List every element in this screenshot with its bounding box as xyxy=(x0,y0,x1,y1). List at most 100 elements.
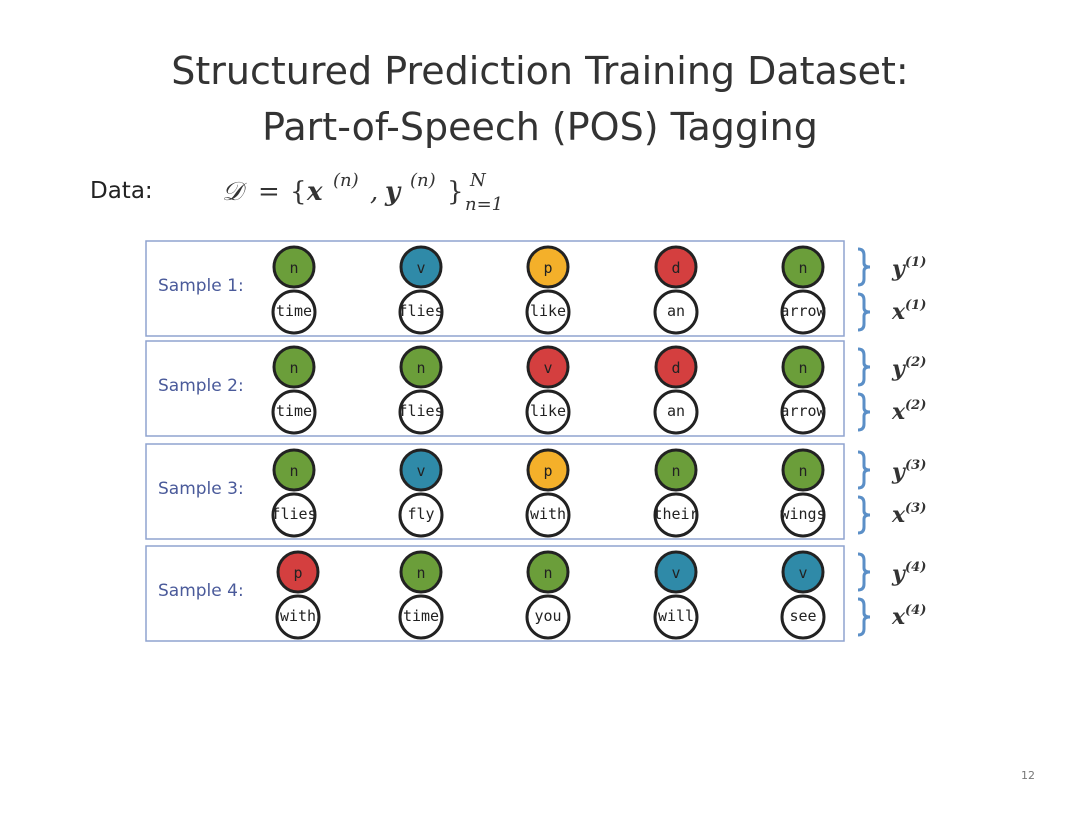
word-label: like xyxy=(530,302,566,320)
brace xyxy=(857,392,871,432)
tag-label: n xyxy=(798,462,807,480)
sample-box xyxy=(145,240,845,337)
brace xyxy=(857,552,871,592)
word-node xyxy=(271,492,317,538)
tag-label: v xyxy=(416,462,425,480)
tag-label: p xyxy=(293,564,302,582)
data-label: Data: xyxy=(90,178,153,204)
tag-node xyxy=(526,550,570,594)
tag-node xyxy=(654,448,698,492)
word-node xyxy=(653,492,699,538)
tag-node xyxy=(276,550,320,594)
tag-node xyxy=(781,345,825,389)
x-label: x xyxy=(891,604,906,630)
tag-node xyxy=(399,550,443,594)
page-number: 12 xyxy=(1021,769,1035,782)
word-label: like xyxy=(530,402,566,420)
tag-node xyxy=(272,245,316,289)
sample-label: Sample 4: xyxy=(158,581,244,601)
y-sup: (2) xyxy=(905,355,926,370)
tag-label: v xyxy=(416,259,425,277)
tag-node xyxy=(654,550,698,594)
word-node xyxy=(780,389,826,435)
x-label: x xyxy=(891,299,906,325)
word-node xyxy=(525,389,571,435)
y-sup: (1) xyxy=(905,255,926,270)
formula-part: N xyxy=(469,170,487,191)
y-sup: (3) xyxy=(905,458,926,473)
y-label: y xyxy=(891,256,907,282)
word-node xyxy=(525,492,571,538)
formula: 𝒟 = { x (n) , y (n) } N n=1 xyxy=(222,170,503,215)
tag-node xyxy=(654,345,698,389)
word-node xyxy=(271,289,317,335)
word-node xyxy=(525,289,571,335)
tag-node xyxy=(399,245,443,289)
word-node xyxy=(780,289,826,335)
tag-label: d xyxy=(671,359,680,377)
brace xyxy=(857,450,871,490)
tag-node xyxy=(654,245,698,289)
formula-part: { xyxy=(290,177,307,207)
tag-label: v xyxy=(543,359,552,377)
word-label: with xyxy=(530,505,566,523)
word-node xyxy=(525,594,571,640)
tag-label: d xyxy=(671,259,680,277)
word-label: fly xyxy=(407,505,434,523)
word-label: an xyxy=(667,402,685,420)
word-label: time xyxy=(403,607,439,625)
tag-label: v xyxy=(671,564,680,582)
sample-label: Sample 2: xyxy=(158,376,244,396)
tag-node xyxy=(526,448,570,492)
tag-label: v xyxy=(798,564,807,582)
tag-label: n xyxy=(289,259,298,277)
word-node xyxy=(780,492,826,538)
brace xyxy=(857,247,871,287)
word-node xyxy=(780,594,826,640)
word-label: time xyxy=(276,402,312,420)
tag-label: n xyxy=(416,359,425,377)
y-label: y xyxy=(891,356,907,382)
brace xyxy=(857,292,871,332)
tag-node xyxy=(272,448,316,492)
word-label: flies xyxy=(398,302,443,320)
word-label: flies xyxy=(271,505,316,523)
word-label: arrow xyxy=(780,302,826,320)
word-label: you xyxy=(534,607,561,625)
tag-node xyxy=(526,345,570,389)
x-label: x xyxy=(891,502,906,528)
sample-label: Sample 1: xyxy=(158,276,244,296)
tag-label: p xyxy=(543,462,552,480)
title: Structured Prediction Training Dataset: xyxy=(171,49,908,93)
formula-part: , xyxy=(370,177,378,207)
word-node xyxy=(653,594,699,640)
formula-part: n=1 xyxy=(465,194,503,215)
sample-box xyxy=(145,545,845,642)
tag-label: n xyxy=(671,462,680,480)
tag-label: n xyxy=(543,564,552,582)
x-sup: (4) xyxy=(905,603,926,618)
formula-part: (n) xyxy=(333,170,359,191)
tag-label: n xyxy=(798,359,807,377)
tag-node xyxy=(272,345,316,389)
brace xyxy=(857,347,871,387)
word-label: with xyxy=(280,607,316,625)
tag-node xyxy=(781,448,825,492)
word-label: their xyxy=(653,505,698,523)
word-label: wings xyxy=(780,505,825,523)
word-label: see xyxy=(789,607,816,625)
word-label: time xyxy=(276,302,312,320)
word-label: flies xyxy=(398,402,443,420)
tag-node xyxy=(399,448,443,492)
tag-node xyxy=(526,245,570,289)
word-node xyxy=(398,594,444,640)
word-label: will xyxy=(658,607,694,625)
word-node xyxy=(271,389,317,435)
tag-node xyxy=(399,345,443,389)
formula-part: = xyxy=(258,177,280,207)
y-label: y xyxy=(891,561,907,587)
word-node xyxy=(653,289,699,335)
sample-box xyxy=(145,443,845,540)
formula-part: 𝒟 xyxy=(222,177,247,207)
